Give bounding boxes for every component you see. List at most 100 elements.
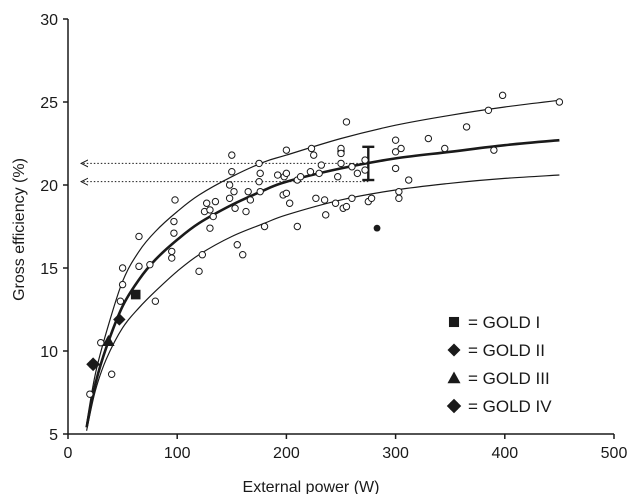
data-point [293, 222, 302, 231]
data-point [146, 260, 154, 269]
data-point [86, 390, 94, 398]
data-point [228, 168, 236, 176]
data-point [322, 211, 330, 219]
reference-arrows [81, 163, 369, 181]
y-tick-label: 5 [49, 427, 58, 444]
data-point [255, 159, 263, 168]
data-point [228, 151, 236, 159]
data-point [170, 217, 178, 226]
data-point [498, 91, 507, 100]
y-tick-label: 30 [40, 12, 58, 29]
data-point [395, 187, 403, 196]
data-point [116, 297, 125, 305]
gold-i-marker [130, 289, 141, 300]
data-point-filled [373, 224, 381, 232]
data-point [342, 118, 351, 126]
data-point [310, 151, 318, 159]
gold-ii-marker [447, 343, 461, 357]
data-point [337, 149, 345, 158]
legend-label: = GOLD I [468, 313, 540, 332]
gold-iv-petal [446, 402, 455, 410]
y-tick-label: 25 [40, 95, 58, 112]
data-point [337, 159, 345, 168]
data-point [118, 280, 127, 289]
gold-iii-marker [102, 334, 115, 346]
data-point [462, 123, 471, 131]
data-point [135, 262, 143, 271]
data-point [296, 173, 305, 181]
data-point [395, 194, 403, 202]
data-point [391, 148, 400, 156]
data-point [170, 229, 178, 237]
data-point [367, 194, 376, 202]
x-ticks: 0 100 200 300 400 500 [64, 434, 628, 462]
gold-iv-marker [446, 398, 462, 414]
data-point [202, 199, 211, 207]
fit-curve-lower [86, 174, 560, 431]
fit-curve-upper [86, 99, 560, 425]
data-point [282, 169, 291, 178]
data-point [118, 264, 127, 272]
data-point [317, 161, 326, 169]
data-point [484, 106, 493, 115]
data-point [256, 187, 264, 196]
data-point [242, 207, 250, 216]
data-point [233, 241, 241, 249]
data-point [246, 196, 255, 204]
data-point [244, 187, 252, 196]
data-point [206, 224, 214, 232]
data-point [239, 251, 247, 259]
data-point [225, 194, 234, 202]
data-point [361, 156, 369, 164]
x-tick-label: 300 [382, 445, 409, 462]
x-tick-label: 100 [164, 445, 191, 462]
data-point [107, 370, 116, 378]
data-point [320, 196, 329, 204]
data-point [151, 297, 160, 305]
data-point [273, 171, 282, 179]
gold-i-marker [448, 316, 460, 328]
data-point [209, 212, 217, 221]
data-point [353, 169, 362, 178]
y-tick-label: 20 [40, 178, 58, 195]
data-point [312, 194, 320, 202]
data-point [206, 206, 214, 214]
data-point [348, 163, 356, 171]
data-point [231, 204, 239, 212]
x-tick-label: 500 [601, 445, 628, 462]
y-tick-label: 15 [40, 261, 58, 278]
data-point [282, 146, 291, 154]
data-point [424, 134, 433, 143]
data-point [255, 177, 263, 186]
data-point [342, 202, 351, 211]
legend: = GOLD I = GOLD II = GOLD III = GOLD IV [446, 313, 552, 416]
error-bar [362, 145, 375, 182]
data-point [230, 187, 238, 196]
data-point [256, 169, 264, 178]
data-point [391, 136, 400, 144]
data-point [282, 189, 291, 198]
data-point [397, 144, 405, 153]
x-tick-label: 0 [64, 445, 73, 462]
data-point [307, 144, 316, 153]
data-point [260, 222, 269, 231]
x-tick-label: 400 [491, 445, 518, 462]
y-ticks: 5 10 15 20 25 30 [40, 12, 68, 444]
data-point [168, 247, 176, 256]
data-point [441, 144, 449, 153]
data-points [86, 91, 564, 398]
y-tick-label: 10 [40, 344, 58, 361]
data-point [361, 166, 369, 174]
data-point [135, 232, 143, 241]
gold-iv-petal [86, 360, 94, 368]
data-point [331, 199, 340, 207]
x-axis-label: External power (W) [243, 479, 380, 494]
gold-iv-marker [86, 357, 100, 372]
data-point [285, 199, 294, 207]
data-point [195, 267, 203, 276]
data-point [168, 254, 176, 262]
gold-ii-marker [113, 313, 126, 326]
data-point [97, 339, 105, 347]
